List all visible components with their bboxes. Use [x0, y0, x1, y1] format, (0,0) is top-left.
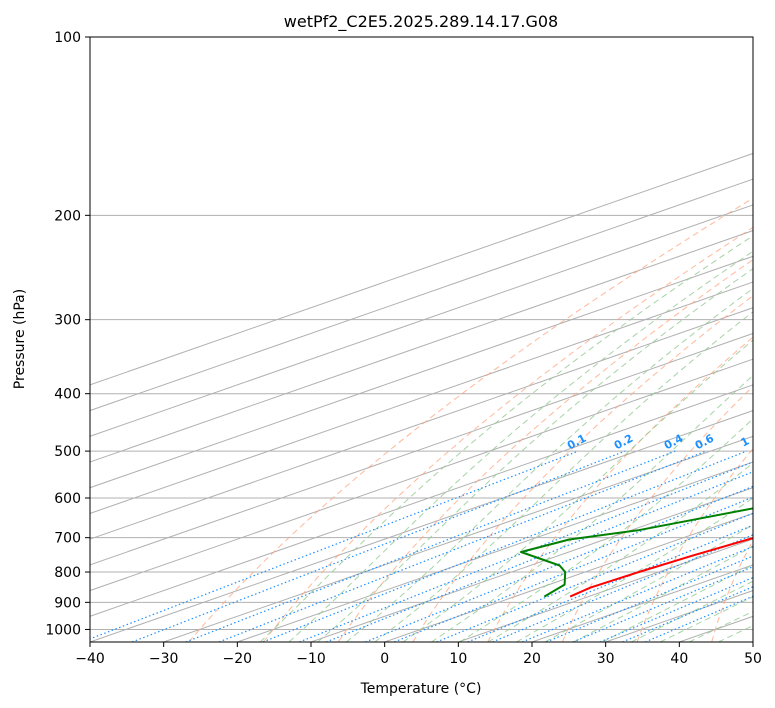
y-tick-label: 200: [54, 208, 81, 224]
isotherm-line: [90, 152, 753, 386]
mixing-ratio-line: [325, 471, 753, 642]
mixing-ratio-line: [436, 512, 753, 642]
dry-adiabat-line: [188, 197, 753, 642]
isotherm-line: [90, 410, 753, 642]
moist-adiabat-line: [402, 339, 753, 642]
mixing-ratio-line: [262, 450, 747, 642]
isotherm-line: [90, 204, 753, 437]
moist-adiabat-line: [516, 497, 753, 642]
isotherm-line: [237, 461, 753, 642]
y-tick-label: 700: [54, 531, 81, 547]
x-tick-label: 30: [597, 651, 615, 667]
x-tick-label: 50: [744, 651, 762, 667]
moist-adiabat-line: [346, 287, 753, 642]
dry-adiabat-line: [561, 385, 753, 642]
isotherm-line: [90, 255, 753, 489]
mixing-ratio-line: [365, 485, 753, 642]
dry-adiabat-line: [487, 336, 753, 642]
isotherm-line: [90, 178, 753, 412]
moist-adiabat-line: [374, 311, 753, 642]
plot-frame: [89, 36, 754, 643]
isotherm-line: [458, 538, 753, 642]
isotherm-line: [384, 512, 753, 642]
y-tick-label: 600: [54, 491, 81, 507]
y-tick-label: 300: [54, 313, 81, 329]
axes: −40 −30 −20 −10 0 10 20 30 40 50 100 200 300 400 500 60…: [45, 30, 762, 667]
y-tick-label: 800: [54, 565, 81, 581]
chart-title: wetPf2_C2E5.2025.289.14.17.G08: [284, 12, 558, 32]
mixing-ratio-line: [393, 496, 753, 642]
dry-adiabat-line: [636, 447, 753, 642]
isotherm-line: [310, 487, 753, 642]
isotherm-line: [90, 281, 753, 514]
profiles: [520, 507, 753, 598]
x-tick-label: 10: [449, 651, 467, 667]
moist-adiabat-line: [602, 564, 753, 642]
dry-adiabat-line: [263, 226, 753, 642]
moist-adiabat-line: [259, 235, 753, 642]
mixing-ratio-label: 1.5: [767, 432, 775, 453]
mixing-ratio-line: [218, 450, 707, 642]
isotherm-line: [163, 435, 753, 642]
y-axis-label: Pressure (hPa): [12, 289, 28, 389]
dewpoint-profile: [520, 507, 753, 598]
isotherm-line: [90, 230, 753, 463]
mixing-ratio-line: [644, 595, 753, 642]
isotherm-line: [752, 641, 753, 642]
isotherm-line: [90, 332, 753, 566]
y-tick-label: 1000: [45, 622, 81, 638]
y-tick-label: 100: [54, 30, 81, 46]
dry-adiabat-line: [412, 295, 753, 642]
moist-adiabat-line: [288, 250, 753, 642]
mixing-ratio-line: [90, 450, 579, 640]
y-tick-label: 900: [54, 595, 81, 611]
moist-adiabat-line: [317, 268, 753, 642]
x-tick-label: 20: [523, 651, 541, 667]
background-lines: [90, 37, 753, 642]
moist-adiabat-line: [487, 462, 753, 642]
x-tick-label: −40: [75, 651, 105, 667]
dry-adiabat-line: [337, 259, 753, 642]
x-tick-label: −20: [223, 651, 253, 667]
moist-adiabat-line: [573, 545, 753, 642]
moist-adiabat-line: [630, 580, 753, 642]
x-tick-label: 40: [670, 651, 688, 667]
x-tick-label: −10: [296, 651, 326, 667]
plot-background: [90, 37, 753, 642]
isotherm-line: [90, 307, 753, 540]
moist-adiabat-line: [431, 374, 753, 642]
isotherm-line: [90, 358, 753, 592]
mixing-ratio-line: [131, 450, 626, 642]
y-tick-label: 400: [54, 387, 81, 403]
x-tick-label: −30: [149, 651, 179, 667]
y-tick-label: 500: [54, 444, 81, 460]
isotherm-line: [90, 384, 753, 617]
x-axis-label: Temperature (°C): [360, 681, 482, 697]
x-tick-label: 0: [380, 651, 389, 667]
